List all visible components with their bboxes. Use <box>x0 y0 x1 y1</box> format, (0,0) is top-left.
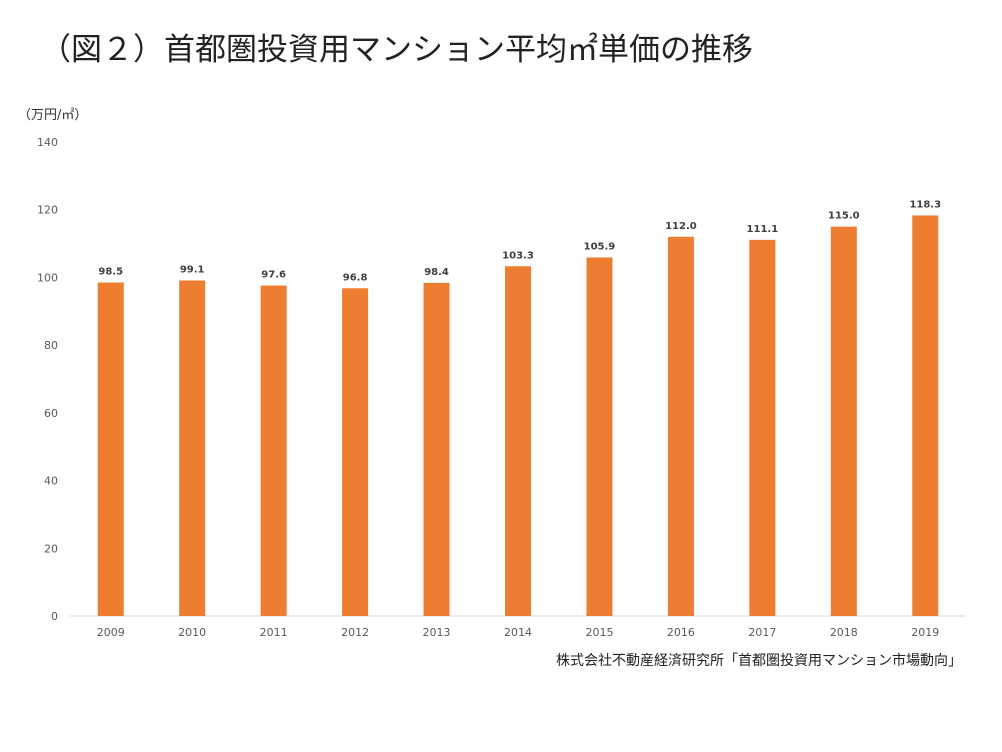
y-tick-label: 20 <box>44 542 58 555</box>
y-tick-label: 140 <box>37 136 58 149</box>
y-axis-unit-label: （万円/㎡） <box>18 108 88 123</box>
data-label: 118.3 <box>909 199 941 210</box>
data-label: 97.6 <box>261 270 286 281</box>
bar <box>423 282 450 616</box>
x-tick-label: 2014 <box>504 626 532 639</box>
data-label: 103.3 <box>502 250 534 261</box>
data-label: 98.4 <box>424 267 449 278</box>
data-label: 112.0 <box>665 221 697 232</box>
data-label: 105.9 <box>584 241 616 252</box>
data-label: 99.1 <box>180 264 205 275</box>
bar <box>749 239 776 616</box>
y-tick-label: 40 <box>44 475 58 488</box>
bar <box>586 257 613 616</box>
y-tick-label: 120 <box>37 204 58 217</box>
bar <box>505 266 531 616</box>
data-label: 115.0 <box>828 211 860 222</box>
x-tick-label: 2016 <box>667 626 695 639</box>
source-note: 株式会社不動産経済研究所「首都圏投資用マンション市場動向」 <box>556 653 962 669</box>
data-label: 96.8 <box>343 272 368 283</box>
bar <box>830 226 857 616</box>
bar <box>97 282 124 616</box>
y-tick-label: 80 <box>44 339 58 352</box>
x-tick-label: 2012 <box>341 626 369 639</box>
x-tick-label: 2019 <box>911 626 939 639</box>
x-tick-label: 2010 <box>178 626 206 639</box>
data-label: 111.1 <box>747 224 779 235</box>
x-tick-label: 2018 <box>830 626 858 639</box>
x-tick-label: 2009 <box>97 626 125 639</box>
y-tick-label: 60 <box>44 407 58 420</box>
bar <box>912 215 939 616</box>
x-tick-label: 2011 <box>260 626 288 639</box>
bar <box>667 236 694 617</box>
data-label: 98.5 <box>98 267 123 278</box>
y-tick-label: 0 <box>51 610 58 623</box>
x-tick-label: 2015 <box>585 626 613 639</box>
x-tick-label: 2017 <box>748 626 776 639</box>
bar <box>342 288 369 616</box>
y-tick-label: 100 <box>37 271 58 284</box>
bar <box>179 280 206 616</box>
x-tick-label: 2013 <box>423 626 451 639</box>
chart-title: （図２）首都圏投資用マンション平均㎡単価の推移 <box>40 32 753 68</box>
bar <box>260 285 287 616</box>
